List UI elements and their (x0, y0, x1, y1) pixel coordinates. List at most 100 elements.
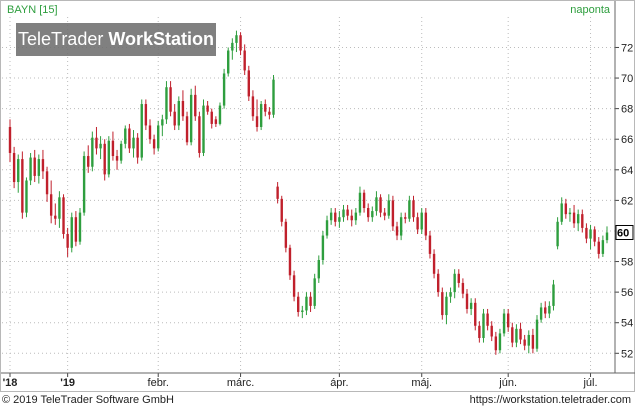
candle[interactable] (276, 182, 279, 204)
candle[interactable] (408, 195, 411, 222)
candle[interactable] (568, 208, 572, 222)
candle[interactable] (165, 81, 168, 124)
candle[interactable] (531, 328, 535, 354)
candle[interactable] (527, 330, 530, 354)
candle[interactable] (239, 32, 242, 56)
candle[interactable] (255, 99, 259, 132)
candle[interactable] (387, 194, 390, 219)
period-label[interactable]: naponta (570, 4, 610, 16)
candle[interactable] (581, 209, 584, 233)
candle[interactable] (95, 126, 98, 155)
candle[interactable] (383, 208, 386, 221)
candle[interactable] (486, 308, 489, 331)
candle[interactable] (91, 131, 94, 172)
candle[interactable] (346, 204, 349, 221)
candle[interactable] (49, 180, 53, 224)
candle[interactable] (342, 204, 345, 222)
candle[interactable] (82, 151, 86, 216)
candle[interactable] (358, 186, 362, 216)
candle[interactable] (350, 209, 353, 227)
candle[interactable] (214, 116, 218, 127)
candle[interactable] (465, 289, 469, 314)
candle[interactable] (173, 104, 176, 131)
candle[interactable] (597, 237, 600, 259)
candlestick-chart[interactable]: 52 54 56 58 60 62 64 66 68 70 72 '18 '19 febr. márc. áp… (1, 1, 635, 393)
candle[interactable] (243, 44, 246, 75)
candle[interactable] (297, 292, 300, 317)
candle[interactable] (375, 191, 378, 216)
candle[interactable] (70, 212, 73, 253)
candle[interactable] (461, 278, 465, 299)
candle[interactable] (119, 140, 123, 164)
candle[interactable] (169, 81, 172, 117)
candle[interactable] (552, 279, 555, 311)
candle[interactable] (280, 195, 283, 227)
candle[interactable] (367, 203, 370, 222)
candle[interactable] (74, 211, 78, 247)
candle[interactable] (416, 212, 419, 235)
candle[interactable] (453, 269, 456, 299)
candle[interactable] (362, 189, 366, 213)
candle[interactable] (428, 230, 432, 259)
candle[interactable] (519, 322, 522, 345)
candle[interactable] (111, 131, 115, 161)
candle[interactable] (12, 146, 16, 189)
candle[interactable] (395, 221, 399, 241)
candle[interactable] (544, 301, 547, 319)
candle[interactable] (564, 198, 568, 219)
candle[interactable] (185, 111, 189, 146)
candle[interactable] (124, 125, 127, 149)
candle[interactable] (506, 308, 510, 332)
candle[interactable] (420, 208, 423, 235)
candle[interactable] (436, 269, 440, 297)
candle[interactable] (107, 136, 111, 178)
candle[interactable] (317, 255, 320, 283)
candle[interactable] (404, 212, 407, 224)
candle[interactable] (25, 177, 28, 218)
candle[interactable] (424, 208, 428, 241)
candle[interactable] (58, 191, 61, 228)
candle[interactable] (498, 328, 502, 354)
candle[interactable] (371, 206, 374, 222)
candle[interactable] (469, 298, 473, 316)
candle[interactable] (115, 149, 119, 170)
candle[interactable] (449, 287, 452, 303)
candle[interactable] (309, 292, 312, 313)
candle[interactable] (235, 30, 238, 53)
candle[interactable] (432, 249, 436, 279)
candle[interactable] (548, 301, 551, 319)
candle[interactable] (37, 154, 41, 184)
candle[interactable] (474, 298, 477, 331)
candle[interactable] (593, 226, 596, 247)
candle[interactable] (218, 102, 222, 126)
candle[interactable] (99, 136, 102, 160)
candle[interactable] (301, 305, 304, 319)
candle[interactable] (29, 152, 32, 186)
candle[interactable] (288, 244, 292, 280)
candle[interactable] (152, 134, 156, 155)
candle[interactable] (556, 217, 559, 250)
candle[interactable] (494, 331, 498, 355)
candle[interactable] (399, 212, 403, 241)
candle[interactable] (17, 154, 20, 193)
candle[interactable] (231, 38, 234, 60)
candle[interactable] (572, 204, 576, 228)
candle[interactable] (523, 334, 526, 351)
candle[interactable] (412, 195, 415, 222)
candle[interactable] (268, 107, 271, 120)
candle[interactable] (259, 100, 263, 131)
candle[interactable] (54, 203, 57, 225)
candle[interactable] (206, 100, 209, 115)
candle[interactable] (227, 47, 230, 77)
candle[interactable] (482, 308, 485, 343)
candle[interactable] (457, 269, 460, 288)
candle[interactable] (576, 209, 580, 231)
footer-url[interactable]: https://workstation.teletrader.com (469, 394, 631, 406)
candle[interactable] (132, 130, 135, 158)
candle[interactable] (103, 139, 106, 181)
candle[interactable] (560, 197, 563, 225)
candle[interactable] (589, 224, 592, 250)
candle[interactable] (21, 151, 24, 219)
candle[interactable] (161, 114, 164, 137)
candle[interactable] (334, 208, 337, 227)
